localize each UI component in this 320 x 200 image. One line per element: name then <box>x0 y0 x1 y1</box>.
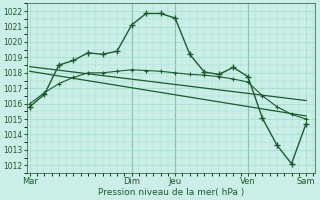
X-axis label: Pression niveau de la mer( hPa ): Pression niveau de la mer( hPa ) <box>98 188 244 197</box>
